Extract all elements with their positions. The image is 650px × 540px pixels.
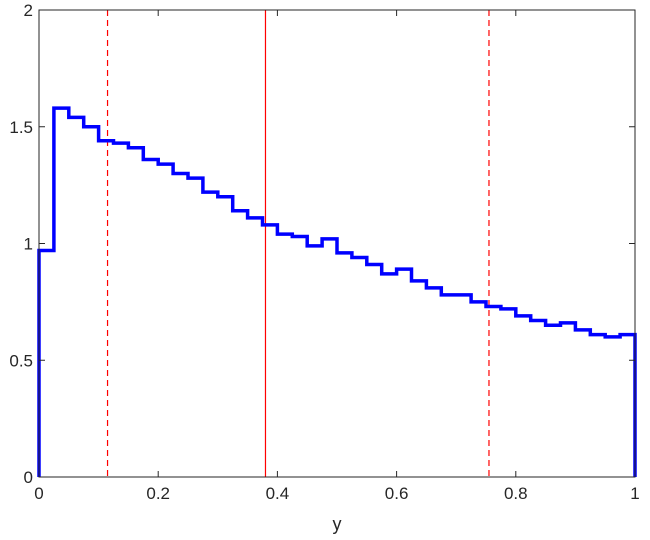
y-tick-label: 2 xyxy=(24,1,33,20)
histogram-outline-0 xyxy=(37,106,637,477)
x-axis: 0 0.2 0.4 0.6 0.8 1 xyxy=(34,10,640,503)
x-tick-label: 0.6 xyxy=(385,484,409,503)
x-tick-label: 1 xyxy=(630,484,639,503)
x-tick-label: 0 xyxy=(34,484,43,503)
x-tick-label: 0.8 xyxy=(504,484,528,503)
x-axis-label: y xyxy=(333,514,342,534)
series-layer xyxy=(37,106,637,477)
x-tick-label: 0.2 xyxy=(146,484,170,503)
y-tick-label: 0.5 xyxy=(9,351,33,370)
y-tick-label: 0 xyxy=(24,468,33,487)
y-axis: 0 0.5 1 1.5 2 xyxy=(9,1,635,487)
y-tick-label: 1.5 xyxy=(9,118,33,137)
y-tick-label: 1 xyxy=(24,235,33,254)
x-tick-label: 0.4 xyxy=(266,484,290,503)
reference-lines xyxy=(106,10,490,477)
